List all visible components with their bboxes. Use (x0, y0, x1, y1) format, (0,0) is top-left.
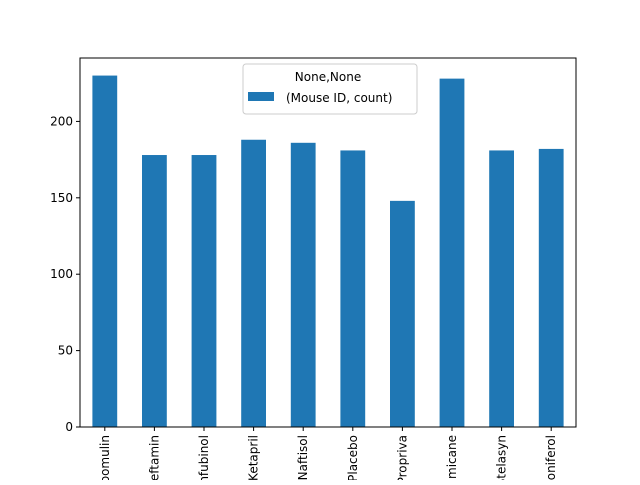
x-tick-label: Propriva (395, 435, 409, 480)
y-tick-label: 200 (50, 114, 73, 128)
bar-ceftamin (142, 155, 167, 427)
bar-naftisol (290, 142, 316, 427)
y-tick-label: 100 (50, 267, 73, 281)
axes-frame (79, 57, 577, 428)
y-tick-label: 0 (65, 420, 73, 434)
bar-capomulin (92, 75, 118, 428)
legend: None,None (Mouse ID, count) (242, 63, 418, 115)
legend-label: (Mouse ID, count) (286, 91, 392, 105)
y-tick-label: 150 (50, 191, 73, 205)
x-tick-label: Ketapril (247, 435, 261, 480)
bar-infubinol (191, 155, 217, 427)
x-tick-label: Capomulin (98, 435, 112, 480)
bar-stelasyn (489, 150, 514, 428)
y-tick-label: 50 (58, 344, 73, 358)
legend-swatch (248, 92, 274, 101)
x-tick-label: Infubinol (197, 435, 211, 480)
x-tick-label: Placebo (346, 435, 360, 480)
legend-frame (242, 63, 418, 115)
bar-propriva (390, 200, 415, 427)
x-tick-label: Ceftamin (147, 435, 161, 480)
bar-ketapril (241, 139, 266, 427)
legend-title: None,None (295, 70, 361, 84)
bar-ramicane (439, 78, 465, 428)
x-tick-label: Stelasyn (495, 435, 509, 480)
x-tick-label: Zoniferol (544, 435, 558, 480)
x-tick-label: Ramicane (445, 435, 459, 480)
bar-placebo (340, 150, 366, 428)
bar-zoniferol (538, 148, 564, 428)
x-tick-label: Naftisol (296, 435, 310, 480)
